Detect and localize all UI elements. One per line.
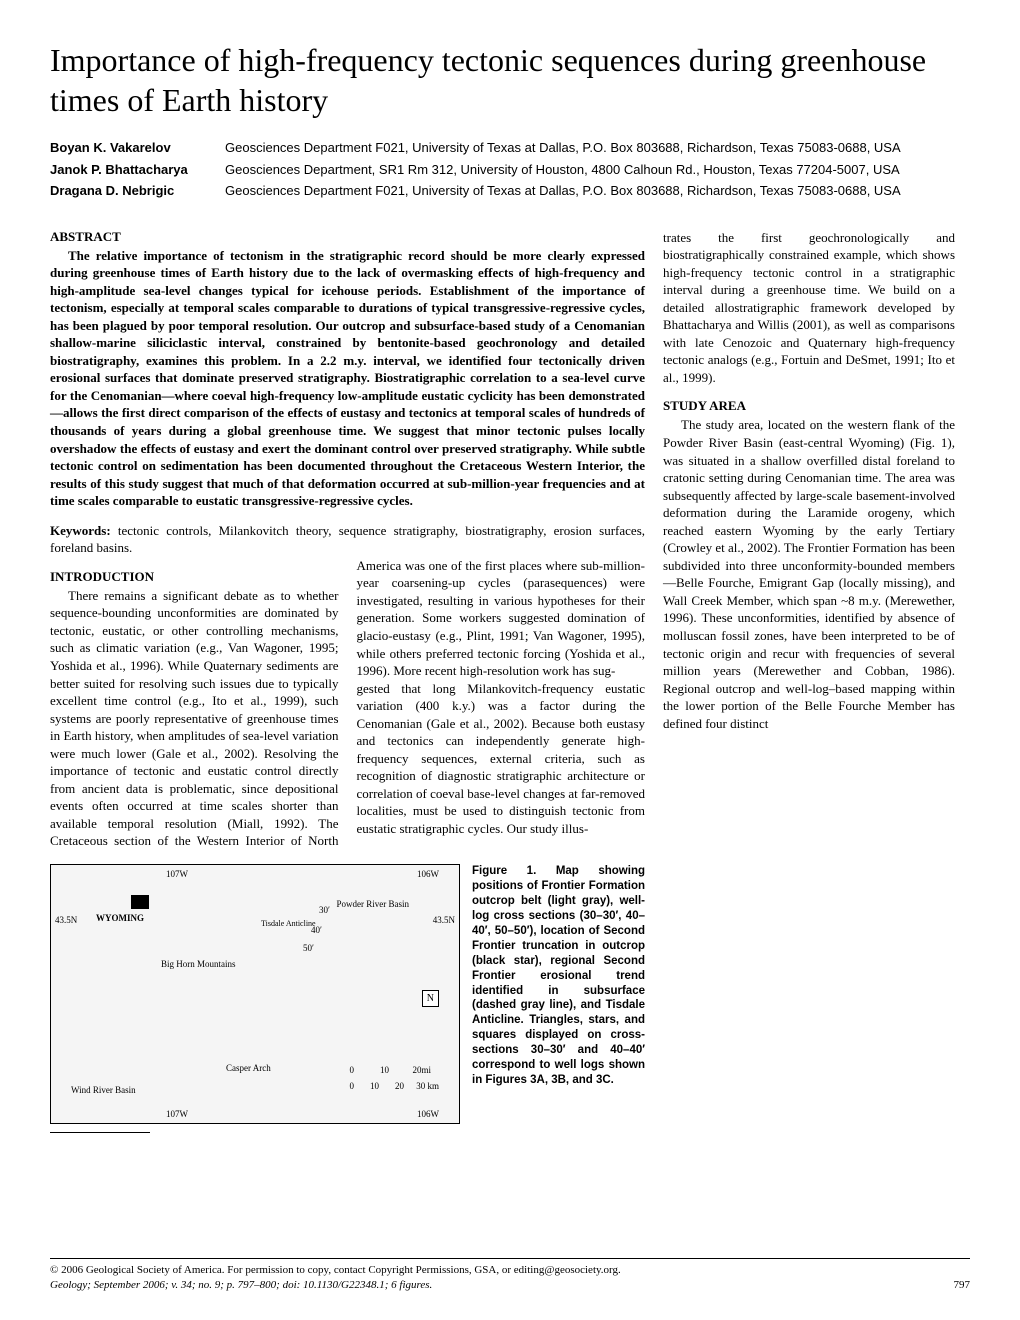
map-sec30-label: 30′ <box>319 905 330 915</box>
map-lon-e-bot: 106W <box>417 1109 439 1119</box>
study-area-heading: STUDY AREA <box>663 398 955 414</box>
map-sec40-label: 40′ <box>311 925 322 935</box>
abstract-heading: ABSTRACT <box>50 229 645 245</box>
author-row: Boyan K. Vakarelov Geosciences Departmen… <box>50 138 970 158</box>
right-column: trates the first geochronologically and … <box>663 217 955 1138</box>
footer-citation: Geology; September 2006; v. 34; no. 9; p… <box>50 1279 432 1291</box>
scale-0-km: 0 <box>350 1081 355 1091</box>
author-row: Janok P. Bhattacharya Geosciences Depart… <box>50 160 970 180</box>
scale-30km: 30 km <box>416 1081 439 1091</box>
figure-1-map: 107W 106W 43.5N 43.5N WYOMING Big Horn M… <box>50 864 460 1124</box>
footer-citation-line: Geology; September 2006; v. 34; no. 9; p… <box>50 1278 970 1292</box>
scale-20-km: 20 <box>395 1081 404 1091</box>
map-lat-right: 43.5N <box>433 915 455 925</box>
scale-20mi: 20mi <box>412 1065 431 1075</box>
abstract-block: ABSTRACT The relative importance of tect… <box>50 229 645 557</box>
map-lon-w-top: 107W <box>166 869 188 879</box>
paper-title: Importance of high-frequency tectonic se… <box>50 40 970 120</box>
page-number: 797 <box>954 1278 971 1292</box>
map-north-arrow: N <box>422 990 439 1007</box>
author-name: Janok P. Bhattacharya <box>50 160 225 180</box>
keywords-label: Keywords: <box>50 523 111 538</box>
author-block: Boyan K. Vakarelov Geosciences Departmen… <box>50 138 970 201</box>
footnote-rule <box>50 1132 150 1133</box>
author-affiliation: Geosciences Department F021, University … <box>225 181 901 201</box>
figure-1-caption-side: Figure 1. Map showing positions of Front… <box>472 864 645 1088</box>
map-bighorn-label: Big Horn Mountains <box>161 960 236 970</box>
scale-0-mi: 0 <box>350 1065 355 1075</box>
map-lat-left: 43.5N <box>55 915 77 925</box>
main-columns: ABSTRACT The relative importance of tect… <box>50 217 970 1138</box>
intro-para-2: gested that long Milankovitch-frequency … <box>357 680 646 838</box>
map-powder-label: Powder River Basin <box>337 900 410 910</box>
study-para-1: The study area, located on the western f… <box>663 416 955 732</box>
author-row: Dragana D. Nebrigic Geosciences Departme… <box>50 181 970 201</box>
north-label: N <box>427 993 434 1004</box>
map-inset-box <box>131 895 149 909</box>
map-sec50-label: 50′ <box>303 943 314 953</box>
author-name: Boyan K. Vakarelov <box>50 138 225 158</box>
map-lon-w-bot: 107W <box>166 1109 188 1119</box>
footer-copyright: © 2006 Geological Society of America. Fo… <box>50 1263 970 1277</box>
author-name: Dragana D. Nebrigic <box>50 181 225 201</box>
intro-two-col: INTRODUCTION There remains a significant… <box>50 557 645 850</box>
keywords-line: Keywords: tectonic controls, Milankovitc… <box>50 522 645 557</box>
map-casper-label: Casper Arch <box>226 1064 271 1073</box>
abstract-text: The relative importance of tectonism in … <box>50 247 645 510</box>
keywords-text: tectonic controls, Milankovitch theory, … <box>50 523 645 556</box>
figure-1-caption: Figure 1. Map showing positions of Front… <box>472 864 645 1088</box>
figure-1-image: 107W 106W 43.5N 43.5N WYOMING Big Horn M… <box>50 864 460 1124</box>
col3-continuation: trates the first geochronologically and … <box>663 229 955 387</box>
page-footer: © 2006 Geological Society of America. Fo… <box>50 1258 970 1292</box>
map-tisdale-label: Tisdale Anticline <box>261 920 316 928</box>
scale-10-km: 10 <box>370 1081 379 1091</box>
map-wind-label: Wind River Basin <box>71 1086 136 1095</box>
scale-10-mi: 10 <box>380 1065 389 1075</box>
figure-1-block: 107W 106W 43.5N 43.5N WYOMING Big Horn M… <box>50 864 645 1124</box>
author-affiliation: Geosciences Department F021, University … <box>225 138 901 158</box>
map-wyoming-label: WYOMING <box>96 913 144 923</box>
map-lon-e-top: 106W <box>417 869 439 879</box>
introduction-heading: INTRODUCTION <box>50 569 339 585</box>
author-affiliation: Geosciences Department, SR1 Rm 312, Univ… <box>225 160 900 180</box>
left-two-columns: ABSTRACT The relative importance of tect… <box>50 217 645 1138</box>
